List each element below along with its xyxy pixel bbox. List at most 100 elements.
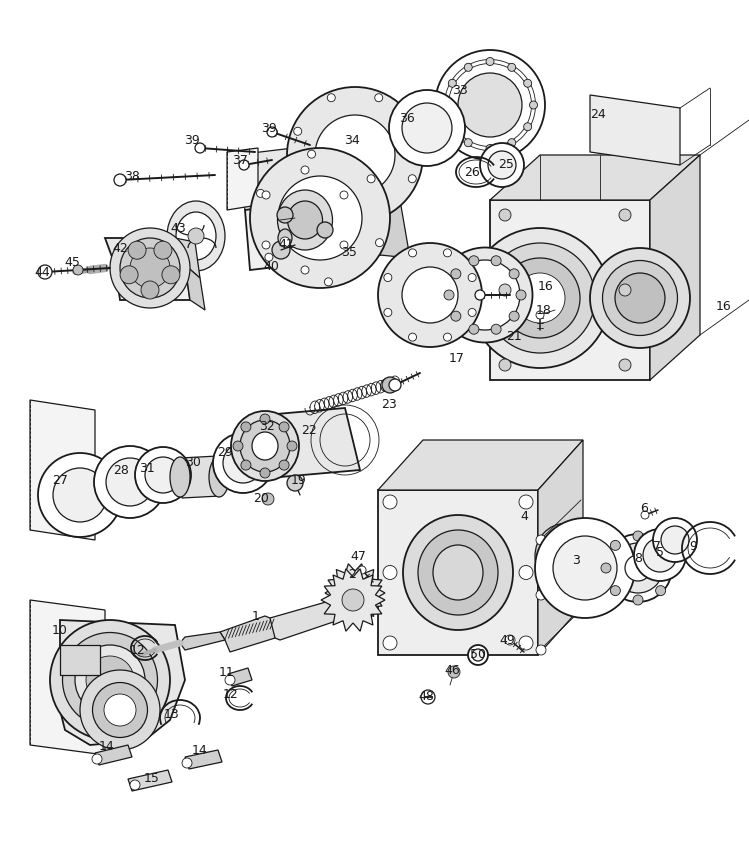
Text: 16: 16 xyxy=(716,299,732,313)
Circle shape xyxy=(508,64,516,71)
Ellipse shape xyxy=(240,420,290,472)
Ellipse shape xyxy=(135,447,191,503)
Circle shape xyxy=(464,64,473,71)
Circle shape xyxy=(375,238,383,247)
Circle shape xyxy=(524,123,532,131)
Ellipse shape xyxy=(176,212,216,260)
Text: 28: 28 xyxy=(113,465,129,477)
Circle shape xyxy=(655,540,666,550)
Circle shape xyxy=(92,754,102,764)
Ellipse shape xyxy=(615,273,665,323)
Circle shape xyxy=(225,675,235,685)
Circle shape xyxy=(287,475,303,491)
Text: 16: 16 xyxy=(538,281,554,293)
Circle shape xyxy=(262,191,270,199)
Text: 12: 12 xyxy=(130,644,146,657)
Polygon shape xyxy=(490,155,700,200)
Circle shape xyxy=(451,269,461,279)
Ellipse shape xyxy=(378,243,482,347)
Circle shape xyxy=(468,309,476,316)
Ellipse shape xyxy=(110,228,190,308)
Polygon shape xyxy=(321,569,385,631)
Ellipse shape xyxy=(231,411,299,481)
Circle shape xyxy=(182,758,192,768)
Circle shape xyxy=(408,248,416,257)
Circle shape xyxy=(499,359,511,371)
Ellipse shape xyxy=(535,523,595,589)
Text: 44: 44 xyxy=(34,265,50,278)
Ellipse shape xyxy=(435,50,545,160)
Ellipse shape xyxy=(553,536,617,600)
Ellipse shape xyxy=(80,670,160,750)
Text: 42: 42 xyxy=(112,243,128,255)
Circle shape xyxy=(260,468,270,478)
Ellipse shape xyxy=(345,583,365,603)
Text: 3: 3 xyxy=(572,554,580,566)
Text: 8: 8 xyxy=(634,551,642,565)
Text: 14: 14 xyxy=(192,745,208,757)
Text: 40: 40 xyxy=(263,260,279,274)
Polygon shape xyxy=(370,195,410,258)
Polygon shape xyxy=(115,265,190,300)
Ellipse shape xyxy=(480,143,524,187)
Polygon shape xyxy=(180,632,225,650)
Ellipse shape xyxy=(53,468,107,522)
Polygon shape xyxy=(235,140,370,210)
Polygon shape xyxy=(590,95,680,165)
Text: 5: 5 xyxy=(656,546,664,560)
Circle shape xyxy=(73,265,83,275)
Circle shape xyxy=(443,333,452,341)
Circle shape xyxy=(508,139,516,147)
Ellipse shape xyxy=(120,238,180,298)
Ellipse shape xyxy=(458,73,522,137)
Circle shape xyxy=(260,414,270,424)
Text: 46: 46 xyxy=(444,665,460,678)
Circle shape xyxy=(374,209,383,216)
Text: 18: 18 xyxy=(536,304,552,317)
Circle shape xyxy=(277,207,293,223)
Polygon shape xyxy=(30,600,105,755)
Circle shape xyxy=(154,241,172,259)
Circle shape xyxy=(162,265,180,284)
Circle shape xyxy=(448,666,460,678)
Text: 45: 45 xyxy=(64,255,80,269)
Polygon shape xyxy=(270,598,345,640)
Ellipse shape xyxy=(548,536,583,576)
Ellipse shape xyxy=(389,90,465,166)
Circle shape xyxy=(374,94,383,102)
Circle shape xyxy=(491,256,501,265)
Circle shape xyxy=(633,595,643,605)
Circle shape xyxy=(262,241,270,249)
Circle shape xyxy=(530,101,538,109)
Ellipse shape xyxy=(170,457,190,497)
Polygon shape xyxy=(175,238,200,278)
Text: 38: 38 xyxy=(124,170,140,182)
Circle shape xyxy=(536,590,546,600)
Circle shape xyxy=(382,377,398,393)
Circle shape xyxy=(633,531,643,541)
Circle shape xyxy=(241,422,251,432)
Circle shape xyxy=(317,222,333,238)
Ellipse shape xyxy=(485,243,595,353)
Circle shape xyxy=(451,311,461,321)
Text: 50: 50 xyxy=(470,649,486,661)
Ellipse shape xyxy=(86,656,134,704)
Circle shape xyxy=(408,175,416,182)
Polygon shape xyxy=(105,238,185,265)
Ellipse shape xyxy=(62,633,157,728)
Ellipse shape xyxy=(277,190,333,250)
Circle shape xyxy=(188,228,204,244)
Circle shape xyxy=(241,460,251,470)
Text: 30: 30 xyxy=(185,455,201,468)
Text: 4: 4 xyxy=(520,510,528,522)
Ellipse shape xyxy=(643,538,677,572)
Text: 39: 39 xyxy=(261,121,277,135)
Polygon shape xyxy=(265,408,360,477)
Text: 23: 23 xyxy=(381,398,397,410)
Ellipse shape xyxy=(450,260,520,330)
Circle shape xyxy=(421,690,435,704)
Ellipse shape xyxy=(278,229,292,247)
Circle shape xyxy=(486,58,494,65)
Circle shape xyxy=(505,635,515,645)
Circle shape xyxy=(287,441,297,451)
